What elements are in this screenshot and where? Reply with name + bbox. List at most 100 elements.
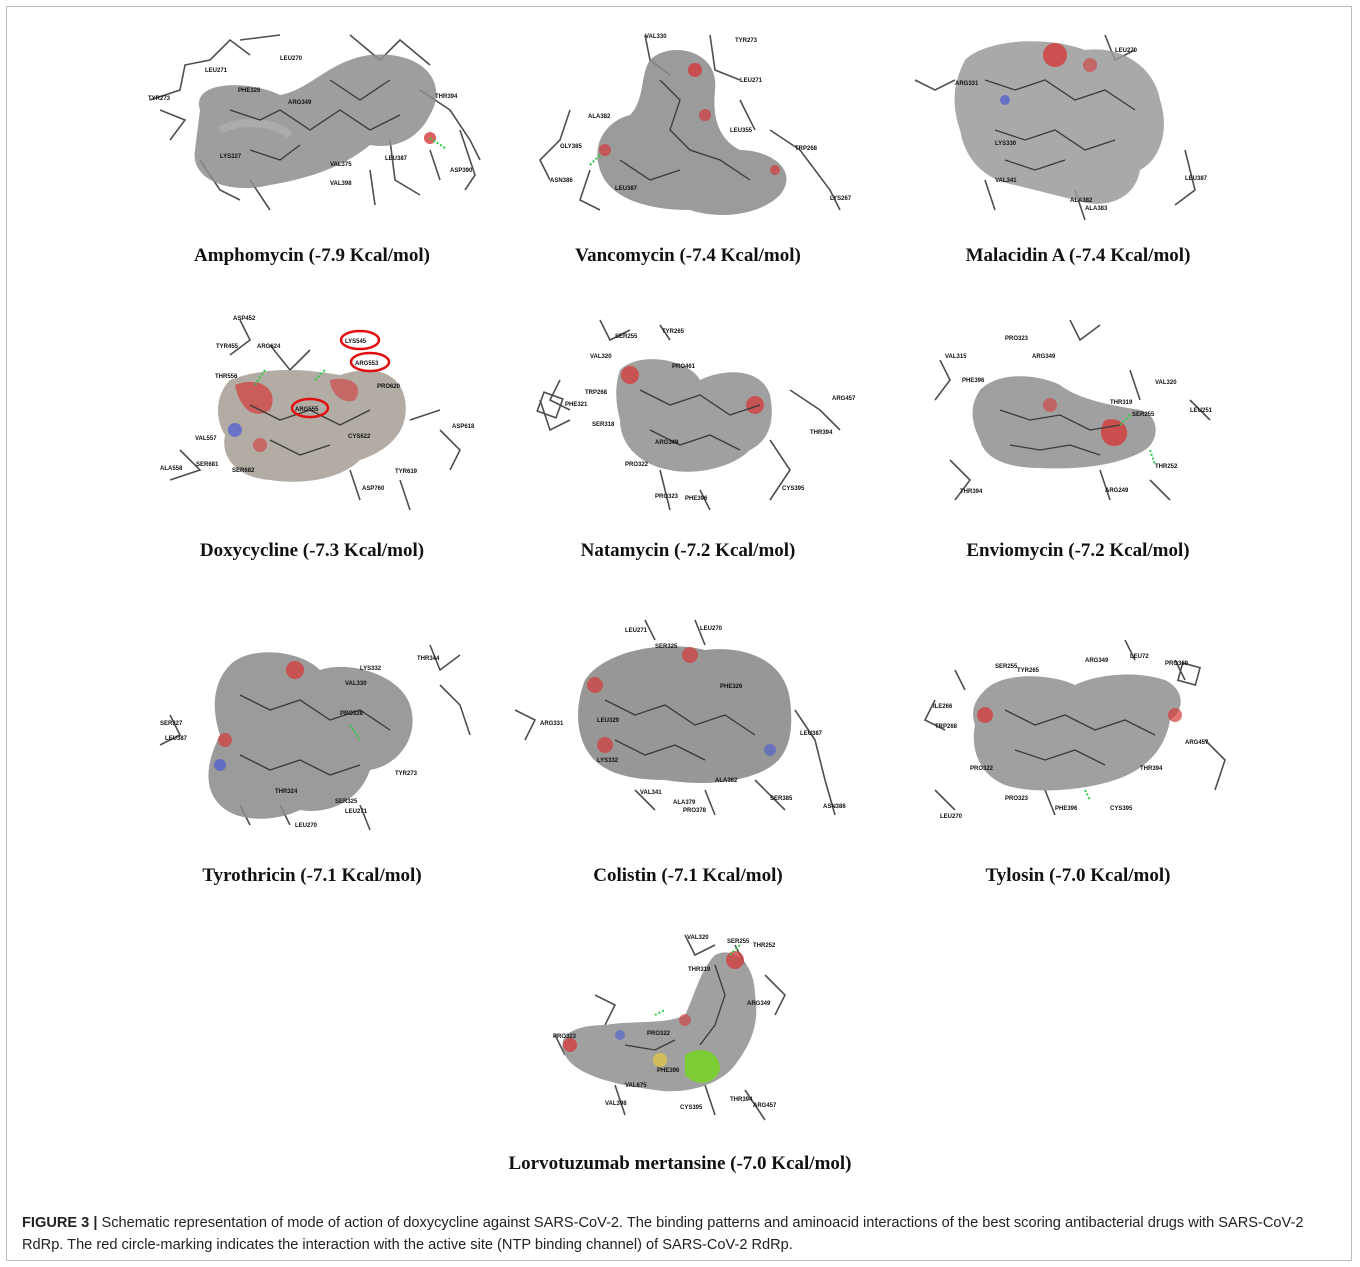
svg-text:LEU387: LEU387	[165, 736, 188, 742]
svg-text:ALA382: ALA382	[1070, 198, 1093, 204]
svg-text:TYR265: TYR265	[662, 329, 685, 335]
figure-caption: FIGURE 3 | Schematic representation of m…	[22, 1212, 1332, 1256]
svg-text:TYR455: TYR455	[216, 344, 239, 350]
svg-text:VAL320: VAL320	[1155, 380, 1177, 386]
svg-text:THR394: THR394	[1140, 766, 1163, 772]
svg-text:THR252: THR252	[1155, 464, 1178, 470]
svg-text:PHE326: PHE326	[720, 684, 743, 690]
svg-text:VAL557: VAL557	[195, 436, 217, 442]
svg-text:PHE396: PHE396	[962, 378, 985, 384]
svg-text:SER681: SER681	[196, 462, 219, 468]
svg-text:ILE266: ILE266	[933, 704, 953, 710]
svg-text:SER318: SER318	[592, 422, 615, 428]
svg-text:VAL375: VAL375	[330, 162, 352, 168]
svg-text:PHE396: PHE396	[1055, 806, 1078, 812]
panel-label-malacidin-a: Malacidin A (-7.4 Kcal/mol)	[965, 245, 1191, 266]
lorvotuzumab-mertansine-docking-image: VAL320 SER255 THR252 THR319 ARG349 PRO322 PH…	[535, 925, 895, 1140]
svg-text:THR394: THR394	[810, 430, 833, 436]
svg-text:LEU271: LEU271	[625, 628, 648, 634]
svg-text:LEU387: LEU387	[385, 156, 408, 162]
svg-text:PRO323: PRO323	[1005, 796, 1029, 802]
svg-text:ARG349: ARG349	[655, 440, 679, 446]
svg-text:LEU270: LEU270	[280, 56, 303, 62]
svg-text:VAL330: VAL330	[345, 681, 367, 687]
svg-text:SER325: SER325	[335, 799, 358, 805]
svg-text:PRO378: PRO378	[683, 808, 707, 814]
svg-text:VAL315: VAL315	[945, 354, 967, 360]
svg-text:SER325: SER325	[655, 644, 678, 650]
doxycycline-docking-image: ASP452 TYR455 ARG624 LYS545 ARG553 THR556 AR…	[140, 310, 500, 525]
svg-text:PRO322: PRO322	[625, 462, 649, 468]
svg-text:ARG331: ARG331	[540, 721, 564, 727]
svg-text:SER255: SER255	[615, 334, 638, 340]
svg-text:PRO620: PRO620	[377, 384, 401, 390]
svg-text:PHE396: PHE396	[685, 496, 708, 502]
svg-text:TYR273: TYR273	[735, 38, 758, 44]
svg-text:PRO323: PRO323	[553, 1034, 577, 1040]
panel-label-doxycycline: Doxycycline (-7.3 Kcal/mol)	[199, 540, 425, 561]
svg-text:CYS622: CYS622	[348, 434, 371, 440]
svg-text:SER255: SER255	[995, 664, 1018, 670]
svg-text:VAL398: VAL398	[605, 1101, 627, 1107]
svg-text:VAL675: VAL675	[625, 1083, 647, 1089]
svg-text:ALA383: ALA383	[1085, 206, 1108, 212]
figure-number: FIGURE 3 |	[22, 1215, 98, 1231]
svg-text:THR556: THR556	[215, 374, 238, 380]
panel-label-natamycin: Natamycin (-7.2 Kcal/mol)	[580, 540, 796, 561]
svg-text:PRO322: PRO322	[970, 766, 994, 772]
svg-text:THR324: THR324	[275, 789, 298, 795]
panel-label-enviomycin: Enviomycin (-7.2 Kcal/mol)	[966, 540, 1190, 561]
svg-text:ASP618: ASP618	[452, 424, 475, 430]
svg-text:LEU271: LEU271	[740, 78, 763, 84]
svg-text:VAL341: VAL341	[995, 178, 1017, 184]
panel-label-amphomycin: Amphomycin (-7.9 Kcal/mol)	[194, 245, 430, 266]
svg-text:THR319: THR319	[688, 967, 711, 973]
svg-text:PRO461: PRO461	[672, 364, 696, 370]
svg-text:LEU271: LEU271	[205, 68, 228, 74]
panel-label-tylosin: Tylosin (-7.0 Kcal/mol)	[985, 865, 1171, 886]
svg-text:LEU355: LEU355	[730, 128, 753, 134]
svg-text:LYS267: LYS267	[830, 196, 852, 202]
svg-text:VAL320: VAL320	[590, 354, 612, 360]
svg-text:THR394: THR394	[730, 1097, 753, 1103]
svg-text:ASP760: ASP760	[362, 486, 385, 492]
amphomycin-docking-image: LEU270 LEU271 TYR273 PHE326 ARG349 THR394 LE…	[130, 20, 490, 235]
svg-text:LEU270: LEU270	[295, 823, 318, 829]
figure-caption-text: Schematic representation of mode of acti…	[22, 1215, 1304, 1253]
colistin-docking-image: LEU271 LEU270 SER325 ARG331 LEU329 PHE326 LE…	[505, 610, 865, 825]
svg-text:ASP452: ASP452	[233, 316, 256, 322]
panel-label-lorvotuzumab-mertansine: Lorvotuzumab mertansine (-7.0 Kcal/mol)	[508, 1153, 852, 1174]
svg-text:SER327: SER327	[160, 721, 183, 727]
svg-text:THR394: THR394	[960, 489, 983, 495]
svg-text:THR344: THR344	[417, 656, 440, 662]
svg-text:LEU387: LEU387	[800, 731, 823, 737]
svg-text:VAL341: VAL341	[640, 790, 662, 796]
tyrothricin-docking-image: LYS332 THR344 VAL330 SER327 LEU387 PRO328 TY…	[140, 625, 500, 840]
svg-text:LEU270: LEU270	[700, 626, 723, 632]
svg-text:GLY385: GLY385	[560, 144, 582, 150]
svg-text:TYR273: TYR273	[148, 96, 171, 102]
svg-text:PRO322: PRO322	[647, 1031, 671, 1037]
svg-text:LYS330: LYS330	[995, 141, 1017, 147]
svg-text:ASP390: ASP390	[450, 168, 473, 174]
tylosin-docking-image: SER255 TYR265 ARG349 LEU72 PRO369 ILE266 TRP…	[915, 620, 1275, 835]
svg-text:ARG457: ARG457	[753, 1103, 777, 1109]
svg-text:ALA379: ALA379	[673, 800, 696, 806]
svg-text:TYR273: TYR273	[395, 771, 418, 777]
svg-text:TRP268: TRP268	[795, 146, 818, 152]
svg-text:ARG349: ARG349	[747, 1001, 771, 1007]
svg-text:SER385: SER385	[770, 796, 793, 802]
enviomycin-docking-image: PRO323 ARG349 VAL315 PHE396 VAL320 THR319 SE…	[910, 310, 1270, 525]
svg-text:LEU271: LEU271	[345, 809, 368, 815]
svg-text:ARG457: ARG457	[832, 396, 856, 402]
panel-label-vancomycin: Vancomycin (-7.4 Kcal/mol)	[575, 245, 801, 266]
svg-text:LYS332: LYS332	[360, 666, 382, 672]
svg-text:SER255: SER255	[1132, 412, 1155, 418]
svg-text:THR252: THR252	[753, 943, 776, 949]
svg-text:ALA382: ALA382	[715, 778, 738, 784]
svg-text:ARG555: ARG555	[295, 407, 319, 413]
svg-text:ARG331: ARG331	[955, 81, 979, 87]
svg-text:VAL330: VAL330	[645, 34, 667, 40]
svg-text:PRO323: PRO323	[655, 494, 679, 500]
figure-frame	[6, 6, 1352, 1261]
